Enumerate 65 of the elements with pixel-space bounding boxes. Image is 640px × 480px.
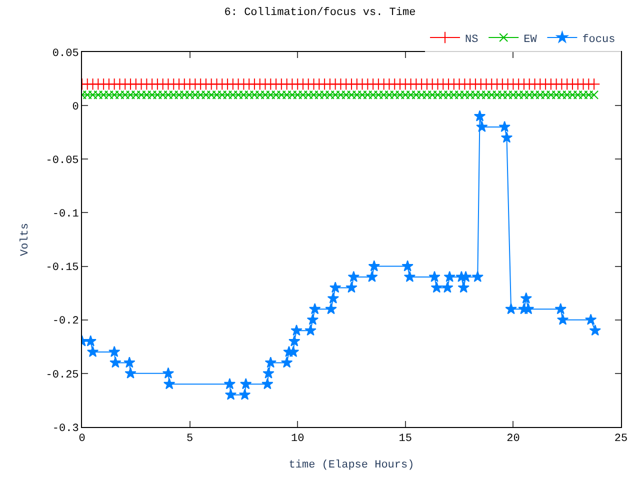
legend-label: EW: [524, 34, 538, 46]
point: [262, 367, 274, 378]
point: [86, 346, 99, 358]
x-tick-label: 20: [506, 433, 520, 446]
y-tick-label: -0.1: [52, 208, 80, 221]
legend-label: focus: [582, 34, 616, 46]
point: [346, 282, 358, 293]
point: [124, 356, 136, 368]
y-tick-label: -0.2: [52, 316, 79, 328]
point: [110, 356, 122, 368]
y-tick-label: -0.15: [46, 262, 79, 274]
x-tick-label: 5: [186, 433, 194, 446]
point: [306, 314, 319, 325]
y-tick-label: -0.3: [52, 422, 79, 435]
x-tick-label: 15: [398, 433, 412, 446]
point: [162, 367, 174, 378]
legend-label: NS: [465, 34, 479, 46]
chart-title: 6: Collimation/focus vs. Time: [224, 6, 416, 19]
point: [368, 260, 380, 272]
point: [84, 335, 96, 346]
y-axis-title: Volts: [19, 222, 32, 256]
point: [554, 303, 566, 314]
point: [458, 282, 470, 293]
y-tick-label: -0.05: [46, 154, 79, 167]
x-tick-label: 10: [291, 433, 304, 446]
point: [238, 388, 251, 400]
point: [348, 270, 360, 282]
point: [124, 367, 136, 378]
point: [280, 356, 293, 368]
point: [327, 292, 339, 304]
point: [498, 120, 510, 132]
point: [556, 314, 569, 325]
point: [224, 378, 236, 390]
point: [108, 346, 120, 358]
point: [500, 132, 513, 143]
point: [430, 282, 442, 293]
point: [402, 260, 414, 272]
y-tick-label: -0.25: [46, 369, 79, 382]
point: [505, 303, 517, 314]
point: [262, 378, 274, 390]
point: [442, 282, 454, 293]
point: [330, 282, 342, 293]
point: [428, 270, 440, 282]
point: [325, 303, 337, 314]
point: [404, 270, 416, 282]
point: [589, 324, 601, 336]
point: [290, 324, 302, 336]
x-axis-title: time (Elapse Hours): [288, 459, 414, 472]
point: [520, 292, 532, 304]
point: [444, 270, 456, 282]
point: [163, 378, 176, 390]
y-tick-label: 0: [72, 101, 79, 114]
point: [472, 270, 484, 282]
point: [304, 324, 316, 336]
point: [224, 388, 237, 400]
x-tick-label: 25: [614, 433, 628, 446]
point: [474, 110, 486, 122]
point: [476, 120, 488, 132]
point: [288, 335, 300, 346]
point: [366, 270, 378, 282]
point: [264, 356, 276, 368]
point: [309, 303, 321, 314]
point: [584, 314, 597, 325]
point: [240, 378, 252, 390]
y-tick-label: 0.05: [52, 48, 79, 60]
